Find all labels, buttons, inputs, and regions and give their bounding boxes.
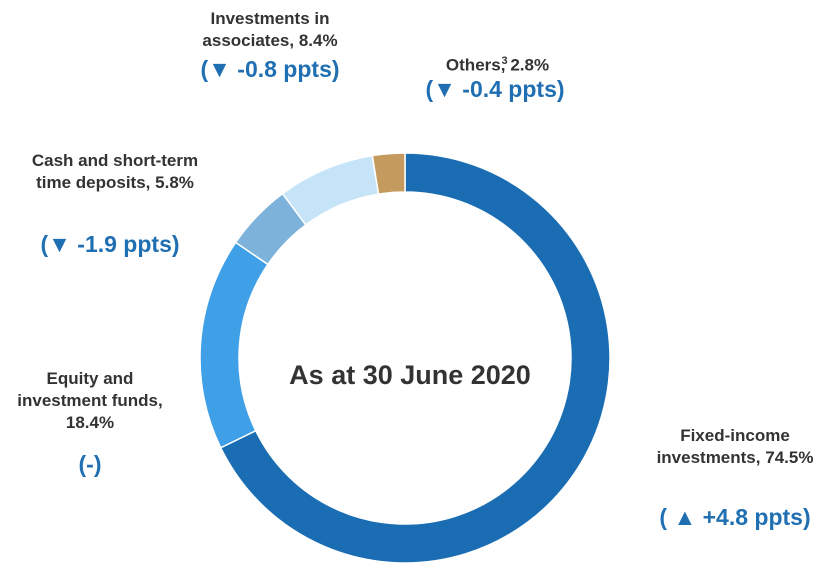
donut-segment xyxy=(200,242,268,447)
donut-segment xyxy=(372,153,405,194)
category-name: Equity and investment funds, xyxy=(17,369,162,410)
change-label: (-) xyxy=(0,451,190,478)
value-label: 2.8% xyxy=(510,56,549,75)
segment-label: Cash and short-term time deposits, 5.8% xyxy=(20,150,210,194)
category-name: Others, xyxy=(446,56,506,75)
chart: As at 30 June 2020 Fixed-income investme… xyxy=(0,0,825,579)
segment-label: Fixed-income investments, 74.5% xyxy=(650,425,820,469)
change-label: ( ▲ +4.8 ppts) xyxy=(635,504,825,531)
center-label: As at 30 June 2020 xyxy=(255,360,565,391)
change-label: (▼ -0.4 ppts) xyxy=(395,76,595,103)
value-label: 5.8% xyxy=(155,173,194,192)
segment-label: Others,3 2.8% xyxy=(410,50,585,77)
change-label: (▼ -0.8 ppts) xyxy=(170,56,370,83)
value-label: 18.4% xyxy=(66,413,114,432)
change-label: (▼ -1.9 ppts) xyxy=(10,231,210,258)
value-label: 74.5% xyxy=(765,448,813,467)
footnote-marker: 3 xyxy=(501,55,507,67)
segment-label: Investments in associates, 8.4% xyxy=(170,8,370,52)
segment-label: Equity and investment funds, 18.4% xyxy=(10,368,170,434)
value-label: 8.4% xyxy=(299,31,338,50)
